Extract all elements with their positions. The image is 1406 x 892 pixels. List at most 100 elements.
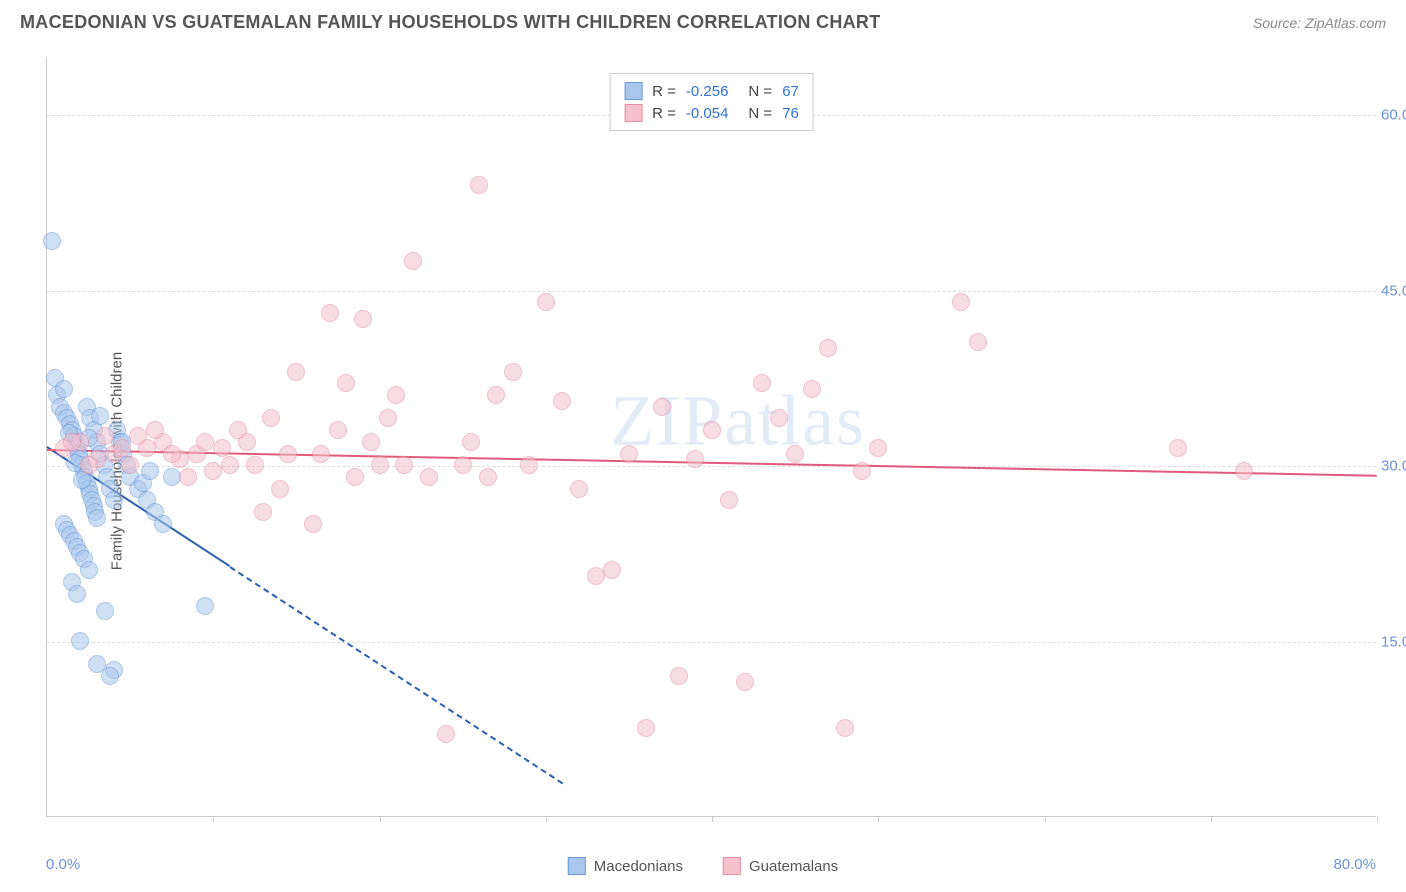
y-tick-label: 15.0% [1381,633,1406,650]
data-point [354,310,372,328]
data-point [786,445,804,463]
stats-n-value: 76 [782,105,799,122]
data-point [819,339,837,357]
data-point [520,456,538,474]
correlation-stats-box: R = -0.256 N = 67R = -0.054 N = 76 [609,73,814,131]
data-point [346,468,364,486]
data-point [371,456,389,474]
data-point [287,363,305,381]
legend-item: Guatemalans [723,857,838,875]
chart-title: MACEDONIAN VS GUATEMALAN FAMILY HOUSEHOL… [20,12,881,33]
data-point [853,462,871,480]
data-point [91,407,109,425]
x-axis-max-label: 80.0% [1333,856,1376,873]
data-point [553,392,571,410]
stats-row: R =-0.054N =76 [624,102,799,124]
data-point [196,597,214,615]
legend-label: Macedonians [594,858,683,875]
data-point [262,409,280,427]
data-point [703,421,721,439]
stats-n-label: N = [748,83,772,100]
data-point [753,374,771,392]
data-point [96,602,114,620]
gridline [47,291,1376,292]
data-point [1169,439,1187,457]
data-point [653,398,671,416]
data-point [105,491,123,509]
data-point [146,421,164,439]
data-point [163,445,181,463]
data-point [603,561,621,579]
legend-swatch [568,857,586,875]
data-point [337,374,355,392]
data-point [504,363,522,381]
x-tick-mark [712,816,713,822]
legend-swatch [723,857,741,875]
data-point [720,491,738,509]
data-point [969,333,987,351]
data-point [770,409,788,427]
data-point [68,585,86,603]
data-point [101,667,119,685]
data-point [43,232,61,250]
data-point [154,515,172,533]
data-point [279,445,297,463]
stats-row: R = -0.256 N = 67 [624,80,799,102]
x-tick-mark [1045,816,1046,822]
data-point [141,462,159,480]
data-point [362,433,380,451]
data-point [80,561,98,579]
data-point [479,468,497,486]
legend-label: Guatemalans [749,858,838,875]
data-point [395,456,413,474]
stats-r-value: -0.256 [686,83,729,100]
stats-n-label: N = [748,105,772,122]
y-tick-label: 45.0% [1381,282,1406,299]
data-point [179,468,197,486]
data-point [952,293,970,311]
data-point [836,719,854,737]
data-point [163,468,181,486]
y-tick-label: 30.0% [1381,458,1406,475]
x-axis-min-label: 0.0% [46,856,80,873]
series-swatch [624,82,642,100]
data-point [96,427,114,445]
y-tick-label: 60.0% [1381,107,1406,124]
data-point [620,445,638,463]
data-point [686,450,704,468]
trend-line-extrapolation [229,566,563,784]
watermark: ZIPatlas [610,380,866,463]
stats-r-label: R = [652,83,676,100]
legend: Macedonians Guatemalans [568,857,838,875]
data-point [321,304,339,322]
data-point [221,456,239,474]
stats-r-value: -0.054 [686,105,729,122]
data-point [387,386,405,404]
source-attribution: Source: ZipAtlas.com [1253,15,1386,31]
data-point [404,252,422,270]
data-point [229,421,247,439]
data-point [454,456,472,474]
data-point [304,515,322,533]
gridline [47,642,1376,643]
series-swatch [624,104,642,122]
data-point [113,439,131,457]
chart-container: Family Households with Children ZIPatlas… [0,41,1406,881]
data-point [312,445,330,463]
data-point [204,462,222,480]
data-point [379,409,397,427]
data-point [420,468,438,486]
data-point [736,673,754,691]
data-point [537,293,555,311]
data-point [55,380,73,398]
data-point [121,456,139,474]
stats-n-value: 67 [782,83,799,100]
data-point [487,386,505,404]
data-point [80,456,98,474]
data-point [88,509,106,527]
data-point [470,176,488,194]
x-tick-mark [546,816,547,822]
data-point [869,439,887,457]
data-point [670,667,688,685]
data-point [462,433,480,451]
